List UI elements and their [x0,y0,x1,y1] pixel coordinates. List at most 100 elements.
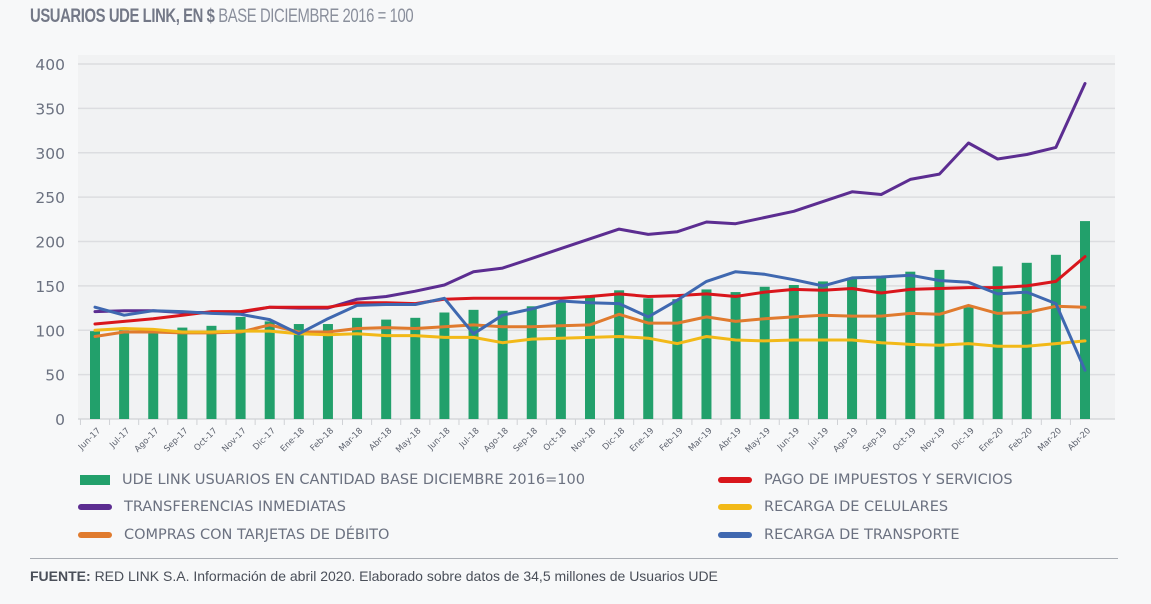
x-tick-label: Jun-18 [426,426,453,453]
x-tick-label: Mar-20 [1036,426,1064,454]
legend-swatch-line [78,504,112,510]
legend-swatch-line [718,504,752,510]
x-tick-label: Abr-19 [717,426,744,453]
bar [235,316,246,419]
y-tick-label: 150 [35,278,65,296]
legend-item-transferencias: TRANSFERENCIAS INMEDIATAS [78,497,346,517]
line-recarga-de-celulares [93,327,1087,348]
x-tick-label: Oct-19 [891,426,918,453]
bar [148,332,159,419]
x-tick-label: Ene-19 [628,426,656,454]
chart-title-main: USUARIOS UDE LINK, EN $ [30,6,215,27]
x-tick-label: Feb-18 [309,426,337,454]
bar [439,312,450,419]
x-tick-label: Ene-18 [279,426,307,454]
legend-item-recarga-transporte: RECARGA DE TRANSPORTE [718,525,960,545]
bar [410,317,421,419]
y-axis: 0 50 100 150 200 250 300 350 400 [35,56,65,429]
x-tick-label: Dic-17 [251,426,277,452]
source-label: FUENTE: [30,568,91,584]
legend-label: RECARGA DE TRANSPORTE [764,527,960,543]
x-tick-label: Dic-18 [601,426,627,452]
bar [847,277,858,419]
footer-divider [30,558,1118,559]
x-tick-label: Ago-17 [133,426,162,455]
y-tick-label: 50 [45,367,65,385]
bar [468,309,479,419]
legend-item-recarga-celulares: RECARGA DE CELULARES [718,497,948,517]
line-pago-de-impuestos-y-servicios [93,255,1087,326]
legend-item-pago-impuestos: PAGO DE IMPUESTOS Y SERVICIOS [718,470,1013,490]
bar [293,324,304,419]
x-tick-label: Ene-20 [978,426,1006,454]
bar [614,290,625,419]
line-recarga-de-transporte [93,270,1087,372]
y-tick-label: 400 [35,56,65,74]
x-tick-label: Nov-19 [919,426,947,454]
bar [992,266,1003,419]
legend-item-compras-debito: COMPRAS CON TARJETAS DE DÉBITO [78,525,389,545]
bar [817,281,828,419]
x-tick-label: Dic-19 [950,426,976,452]
x-axis: Jun-17 Jul-17 Ago-17 Sep-17 Oct-17 Nov-17 Dic-… [76,419,1093,455]
legend-label: TRANSFERENCIAS INMEDIATAS [124,499,346,515]
bar [672,299,683,419]
bar [90,331,100,419]
x-tick-label: Jul-17 [107,426,132,451]
bar [759,286,770,419]
x-tick-label: Ago-19 [832,426,861,455]
legend-swatch-line [718,532,752,538]
bar [643,298,654,419]
bar [585,297,595,419]
y-tick-label: 350 [35,100,65,118]
x-tick-label: May-19 [744,426,773,455]
x-tick-label: Abr-18 [367,426,394,453]
bar [1080,221,1090,419]
legend-swatch-line [78,532,112,538]
chart-area: 0 50 100 150 200 250 300 350 400 Jun-17 Jul-17 Ago… [35,55,1115,455]
legend-label: PAGO DE IMPUESTOS Y SERVICIOS [764,472,1013,488]
x-tick-label: Oct-18 [542,426,569,453]
x-tick-label: Abr-20 [1066,426,1093,453]
y-tick-label: 200 [35,234,65,252]
x-tick-label: Jul-18 [457,426,482,451]
line-compras-con-tarjetas-de-debito [93,303,1087,338]
bar [555,301,566,419]
bar [352,317,363,419]
x-tick-label: Sep-19 [861,426,889,454]
x-tick-label: Oct-17 [192,426,219,453]
bar [119,330,130,419]
legend-label: COMPRAS CON TARJETAS DE DÉBITO [124,527,390,543]
chart-title: USUARIOS UDE LINK, EN $ BASE DICIEMBRE 2… [30,6,414,28]
y-tick-label: 300 [35,145,65,163]
bar [701,289,712,419]
source-text: RED LINK S.A. Información de abril 2020.… [94,568,718,584]
bar [497,310,508,419]
bar [963,307,974,419]
bar [1050,254,1061,419]
legend-swatch-bar [80,475,110,485]
bar [730,292,741,419]
x-tick-label: Jul-19 [806,426,831,451]
y-tick-label: 100 [35,322,65,340]
legend-item-ude-usuarios: UDE LINK USUARIOS EN CANTIDAD BASE DICIE… [80,470,585,490]
x-tick-label: Sep-17 [162,426,190,454]
x-tick-label: Jun-19 [775,426,802,453]
y-tick-label: 250 [35,189,65,207]
x-tick-label: Nov-17 [220,426,248,454]
bar [788,284,799,419]
bar [876,277,887,419]
legend-label: UDE LINK USUARIOS EN CANTIDAD BASE DICIE… [122,472,585,488]
x-tick-label: Feb-19 [658,426,686,454]
bar [322,324,333,419]
x-tick-label: May-18 [394,426,423,455]
y-tick-label: 0 [55,411,65,429]
x-tick-label: Mar-19 [687,426,715,454]
bar [206,325,217,419]
x-tick-label: Feb-20 [1007,426,1035,454]
legend-label: RECARGA DE CELULARES [764,499,949,515]
x-tick-label: Sep-18 [512,426,540,454]
x-tick-label: Ago-18 [482,426,511,455]
bar [1021,262,1032,419]
bar [264,321,275,419]
